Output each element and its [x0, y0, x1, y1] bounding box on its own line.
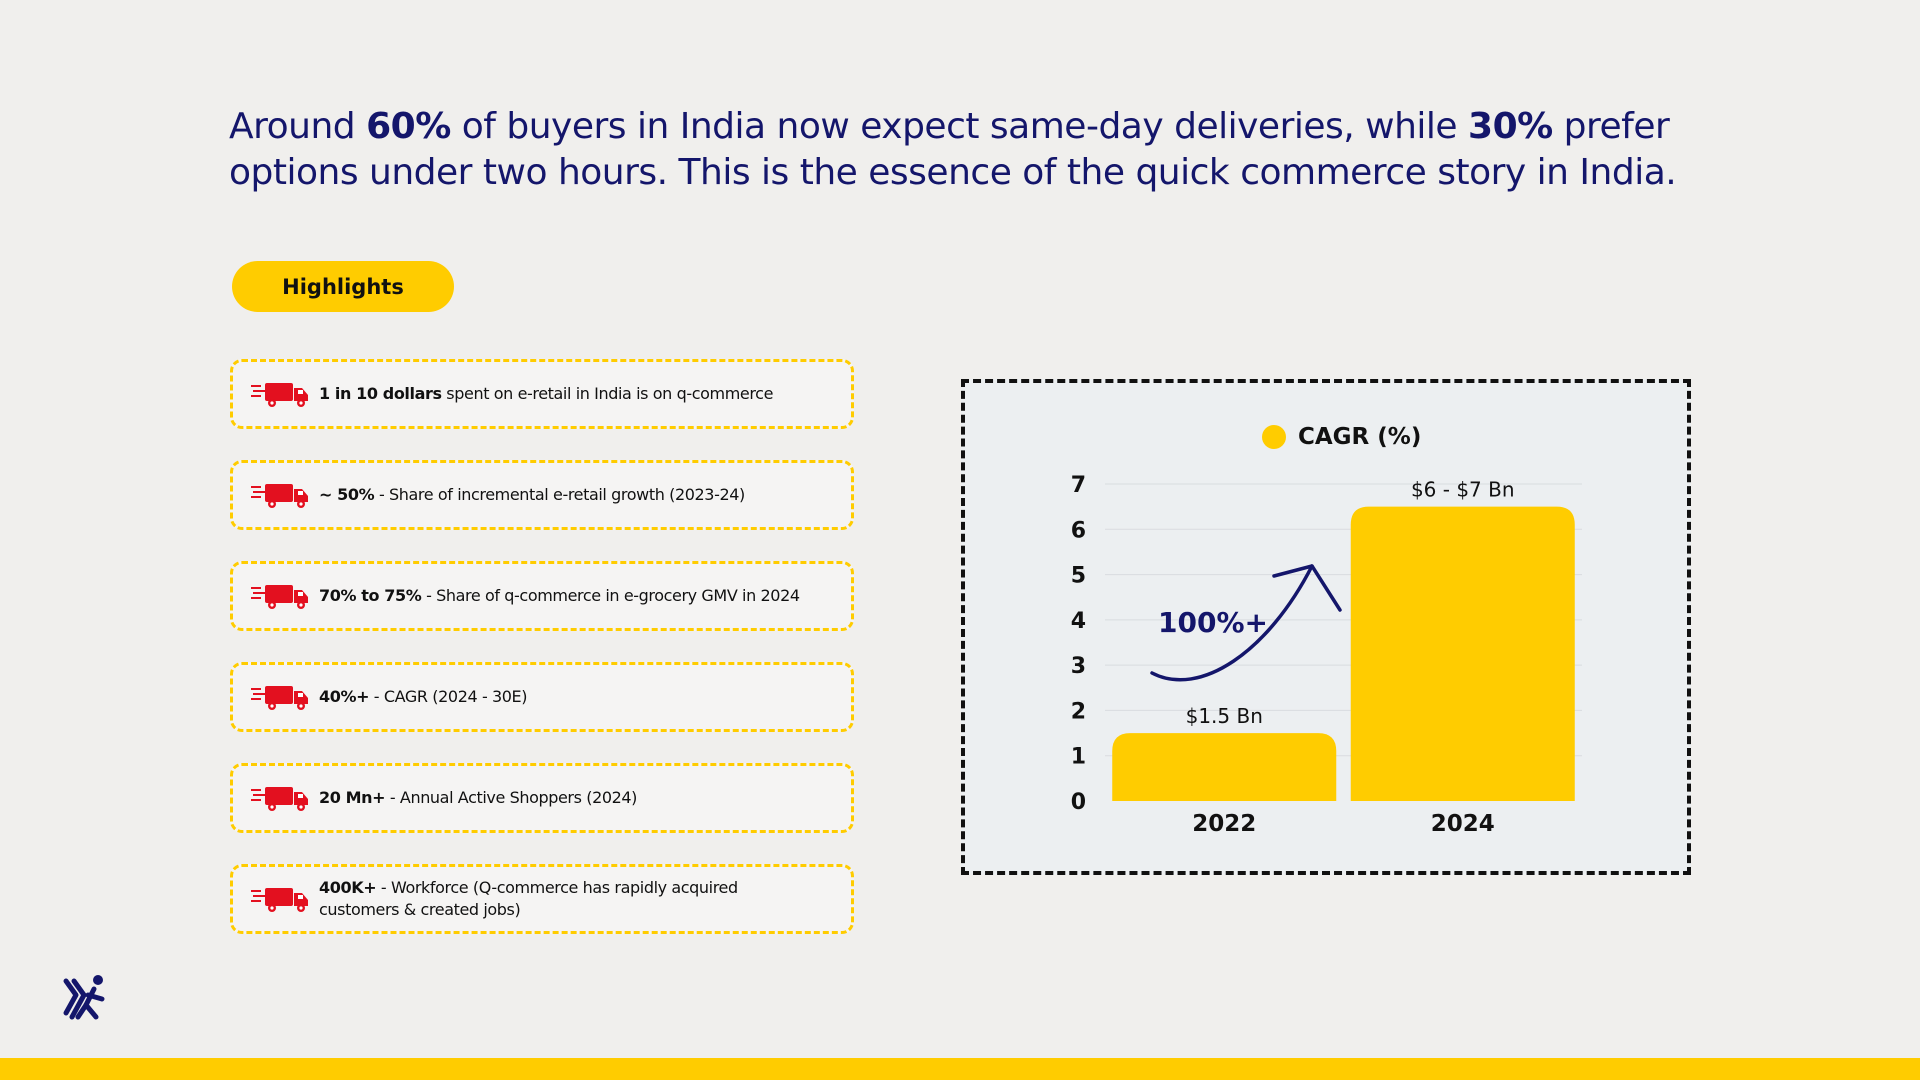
data-label: $1.5 Bn — [1186, 704, 1263, 728]
running-person-logo-icon — [63, 975, 105, 1020]
highlight-text: 40%+ - CAGR (2024 - 30E) — [319, 687, 528, 706]
delivery-truck-icon — [251, 484, 308, 508]
headline-stat-2: 30% — [1468, 106, 1553, 147]
highlight-text: 1 in 10 dollars spent on e-retail in Ind… — [319, 384, 774, 403]
y-tick-label: 5 — [1071, 564, 1086, 589]
highlight-item: 1 in 10 dollars spent on e-retail in Ind… — [230, 359, 854, 429]
y-tick-label: 4 — [1071, 609, 1086, 634]
headline-stat-1: 60% — [366, 106, 451, 147]
y-tick-label: 6 — [1071, 518, 1086, 543]
x-tick-label: 2022 — [1192, 811, 1256, 837]
y-tick-label: 1 — [1071, 745, 1086, 770]
headline: Around 60% of buyers in India now expect… — [229, 106, 1677, 193]
delivery-truck-icon — [251, 686, 308, 710]
delivery-truck-icon — [251, 787, 308, 811]
y-tick-label: 2 — [1071, 699, 1086, 724]
highlight-item: 20 Mn+ - Annual Active Shoppers (2024) — [230, 763, 854, 833]
data-label: $6 - $7 Bn — [1411, 478, 1515, 502]
highlight-item: ~ 50% - Share of incremental e-retail gr… — [230, 460, 854, 530]
highlights-badge: Highlights — [232, 261, 454, 312]
delivery-truck-icon — [251, 585, 308, 609]
bar-2022 — [1112, 733, 1337, 801]
x-tick-label: 2024 — [1431, 811, 1495, 837]
y-tick-label: 3 — [1071, 654, 1086, 679]
y-tick-label: 7 — [1071, 473, 1086, 498]
delivery-truck-icon — [251, 888, 308, 912]
highlight-text: 400K+ - Workforce (Q-commerce has rapidl… — [319, 878, 738, 919]
growth-arrow-icon — [1150, 564, 1314, 682]
highlight-text: 70% to 75% - Share of q-commerce in e-gr… — [319, 586, 800, 605]
highlights-list: 1 in 10 dollars spent on e-retail in Ind… — [230, 359, 854, 965]
y-tick-label: 0 — [1071, 790, 1086, 815]
arrow-head-icon — [1272, 564, 1342, 612]
legend-swatch — [1262, 425, 1286, 449]
highlight-text: 20 Mn+ - Annual Active Shoppers (2024) — [319, 788, 638, 807]
delivery-truck-icon — [251, 383, 308, 407]
growth-annotation: 100%+ — [1158, 606, 1268, 639]
legend-label: CAGR (%) — [1298, 424, 1422, 450]
chart-legend: CAGR (%) — [1262, 424, 1421, 450]
bar-2024 — [1350, 506, 1575, 801]
bottom-accent-bar — [0, 1058, 1920, 1080]
highlight-item: 40%+ - CAGR (2024 - 30E) — [230, 662, 854, 732]
highlight-text: ~ 50% - Share of incremental e-retail gr… — [319, 485, 745, 504]
highlight-item: 400K+ - Workforce (Q-commerce has rapidl… — [230, 864, 854, 934]
highlight-item: 70% to 75% - Share of q-commerce in e-gr… — [230, 561, 854, 631]
